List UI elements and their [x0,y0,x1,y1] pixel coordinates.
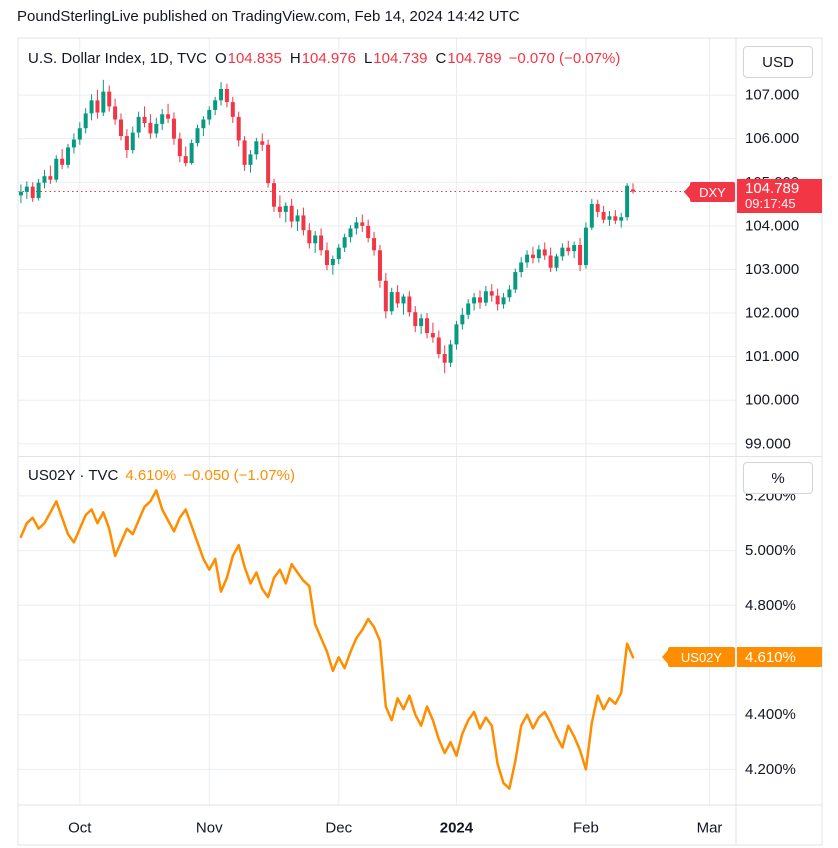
svg-text:104.000: 104.000 [745,217,799,234]
svg-text:99.000: 99.000 [745,435,791,452]
svg-text:Nov: Nov [196,820,223,837]
time-scale[interactable] [18,805,736,845]
open-value: 104.835 [227,50,282,67]
dxy-series-tag: DXY [690,182,735,202]
svg-text:102.000: 102.000 [745,305,799,322]
svg-text:4.800%: 4.800% [745,597,796,614]
price-scale[interactable] [736,38,822,805]
svg-text:107.000: 107.000 [745,87,799,104]
dxy-bar-countdown: 09:17:45 [745,196,796,211]
dxy-legend-title: U.S. Dollar Index, 1D, TVC [28,50,207,67]
attribution-text: PoundSterlingLive published on TradingVi… [17,8,520,25]
high-label: H [289,50,301,67]
low-label: L [363,50,373,67]
svg-text:4.400%: 4.400% [745,706,796,723]
us02y-price-label: 4.610% [737,647,822,667]
low-value: 104.739 [373,50,428,67]
us02y-tag-label: US02Y [680,649,723,665]
svg-text:101.000: 101.000 [745,348,799,365]
close-value: 104.789 [447,50,502,67]
dxy-last-price: 104.789 [745,180,800,197]
svg-text:2024: 2024 [440,820,474,837]
us02y-last-price: 4.610% [745,648,796,666]
dxy-tag-label: DXY [699,184,726,200]
usd-unit-label: USD [762,53,794,71]
us02y-series-tag: US02Y [668,647,735,667]
us02y-legend[interactable]: US02Y · TVC 4.610% −0.050 (−1.07%) [28,467,295,484]
svg-text:100.000: 100.000 [745,392,799,409]
svg-text:103.000: 103.000 [745,261,799,278]
svg-text:4.200%: 4.200% [745,761,796,778]
us02y-change: −0.050 (−1.07%) [183,467,295,484]
us02y-value: 4.610% [125,467,177,484]
usd-unit-button[interactable]: USD [743,46,813,78]
svg-text:Mar: Mar [697,820,723,837]
high-value: 104.976 [301,50,356,67]
svg-text:Feb: Feb [573,820,599,837]
close-label: C [435,50,447,67]
open-label: O [214,50,227,67]
percent-unit-label: % [771,469,785,487]
percent-unit-button[interactable]: % [743,462,813,494]
svg-text:Dec: Dec [325,820,352,837]
dxy-change: −0.070 (−0.07%) [508,50,621,67]
svg-text:106.000: 106.000 [745,130,799,147]
dxy-legend[interactable]: U.S. Dollar Index, 1D, TVC O104.835 H104.9… [28,50,620,67]
dxy-price-label: 104.789 09:17:45 [737,179,822,213]
svg-text:5.000%: 5.000% [745,542,796,559]
us02y-legend-title: US02Y · TVC [28,467,119,484]
svg-text:Oct: Oct [68,820,92,837]
